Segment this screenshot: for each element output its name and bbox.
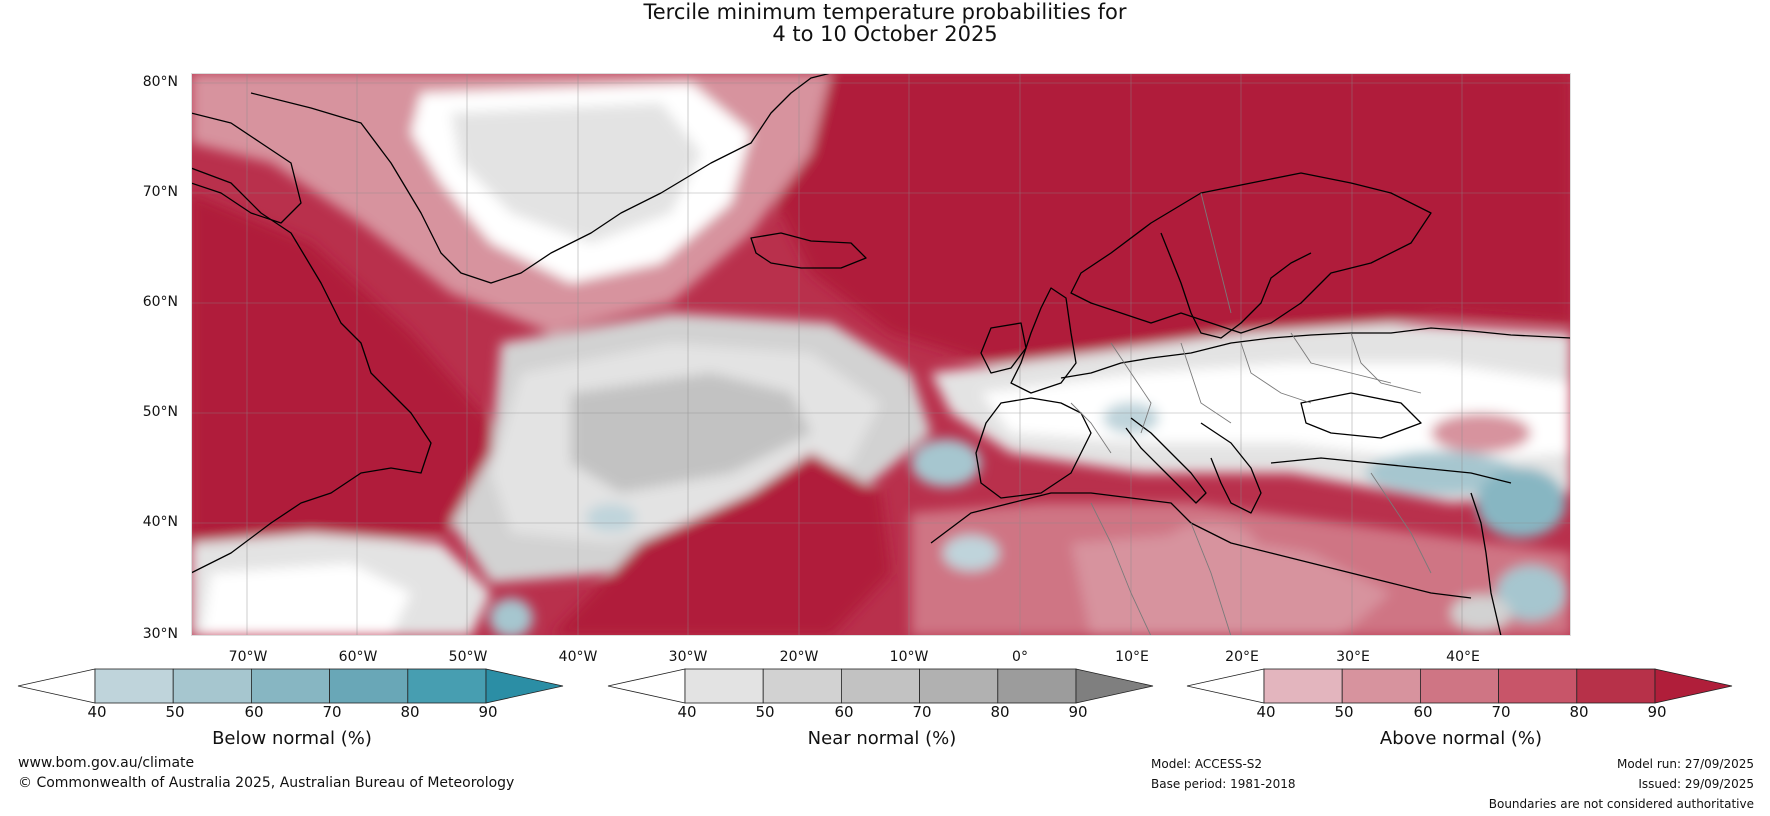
above-tick-60: 60: [1413, 703, 1433, 721]
below-tick-40: 40: [87, 703, 107, 721]
below-colorbar-segment: [250, 668, 330, 704]
iceland-coastline: [750, 232, 867, 269]
below-colorbar-segment: [94, 668, 174, 704]
probability-map: [191, 73, 1571, 636]
great-britain-coastline: [1010, 287, 1077, 394]
lon-label-30w: 30°W: [668, 649, 708, 665]
lat-label-40n: 40°N: [142, 514, 178, 530]
lat-label-60n: 60°N: [142, 294, 178, 310]
map-title-line1: Tercile minimum temperature probabilitie…: [643, 0, 1127, 24]
above-tick-50: 50: [1334, 703, 1354, 721]
lon-label-30e: 30°E: [1336, 649, 1370, 665]
lon-label-40e: 40°E: [1446, 649, 1480, 665]
below-colorbar-underflow: [17, 668, 96, 704]
lat-label-50n: 50°N: [142, 404, 178, 420]
lon-label-20e: 20°E: [1225, 649, 1259, 665]
europe-coastline: [1060, 327, 1571, 379]
below-tick-60: 60: [244, 703, 264, 721]
lon-label-40w: 40°W: [558, 649, 598, 665]
above-tick-40: 40: [1256, 703, 1276, 721]
model-run-date: Model run: 27/09/2025: [1616, 757, 1754, 771]
near-colorbar-segment: [684, 668, 764, 704]
north-america-coastline: [191, 167, 432, 574]
below-tick-50: 50: [165, 703, 185, 721]
near-tick-40: 40: [677, 703, 697, 721]
near-colorbar-underflow: [607, 668, 686, 704]
issued-date: Issued: 29/09/2025: [1638, 777, 1754, 791]
above-tick-90: 90: [1647, 703, 1667, 721]
lon-label-20w: 20°W: [779, 649, 819, 665]
near-tick-80: 80: [990, 703, 1010, 721]
above-colorbar-overflow: [1654, 668, 1733, 704]
below-normal-label: Below normal (%): [212, 728, 372, 749]
near-tick-90: 90: [1068, 703, 1088, 721]
lon-label-70w: 70°W: [228, 649, 268, 665]
scandinavia-coastline: [1070, 172, 1432, 334]
lon-label-50w: 50°W: [448, 649, 488, 665]
above-colorbar-segment: [1576, 668, 1656, 704]
below-tick-90: 90: [478, 703, 498, 721]
near-colorbar-segment: [997, 668, 1077, 704]
near-tick-60: 60: [834, 703, 854, 721]
colorbar-below-normal: [17, 668, 564, 704]
near-colorbar-segment: [919, 668, 999, 704]
colorbar-near-normal: [607, 668, 1154, 704]
near-colorbar-segment: [840, 668, 920, 704]
near-colorbar-overflow: [1075, 668, 1154, 704]
iberia-coastline: [975, 397, 1092, 499]
base-period: Base period: 1981-2018: [1151, 777, 1296, 791]
near-normal-label: Near normal (%): [807, 728, 957, 749]
colorbar-above-normal: [1186, 668, 1733, 704]
near-tick-50: 50: [755, 703, 775, 721]
below-colorbar-segment: [329, 668, 409, 704]
lon-label-0: 0°: [1012, 649, 1028, 665]
copyright-text: © Commonwealth of Australia 2025, Austra…: [18, 775, 515, 791]
website-link[interactable]: www.bom.gov.au/climate: [18, 755, 195, 771]
below-tick-80: 80: [400, 703, 420, 721]
below-colorbar-segment: [407, 668, 487, 704]
map-title-line2: 4 to 10 October 2025: [772, 22, 998, 46]
below-colorbar-segment: [172, 668, 252, 704]
above-colorbar-segment: [1263, 668, 1343, 704]
below-colorbar-overflow: [485, 668, 564, 704]
above-colorbar-segment: [1419, 668, 1499, 704]
ireland-coastline: [980, 322, 1027, 374]
lat-label-80n: 80°N: [142, 74, 178, 90]
lon-label-60w: 60°W: [338, 649, 378, 665]
lon-label-10w: 10°W: [889, 649, 929, 665]
boundaries-disclaimer: Boundaries are not considered authoritat…: [1488, 797, 1754, 811]
above-colorbar-segment: [1498, 668, 1578, 704]
greenland-coastline: [250, 73, 832, 284]
below-tick-70: 70: [322, 703, 342, 721]
near-tick-70: 70: [912, 703, 932, 721]
above-colorbar-segment: [1341, 668, 1421, 704]
above-tick-70: 70: [1491, 703, 1511, 721]
near-colorbar-segment: [762, 668, 842, 704]
above-tick-80: 80: [1569, 703, 1589, 721]
lat-label-30n: 30°N: [142, 626, 178, 642]
italy-coastline: [1125, 417, 1207, 504]
above-normal-label: Above normal (%): [1379, 728, 1543, 749]
above-colorbar-underflow: [1186, 668, 1265, 704]
lat-label-70n: 70°N: [142, 184, 178, 200]
lon-label-10e: 10°E: [1115, 649, 1149, 665]
model-name: Model: ACCESS-S2: [1151, 757, 1263, 771]
